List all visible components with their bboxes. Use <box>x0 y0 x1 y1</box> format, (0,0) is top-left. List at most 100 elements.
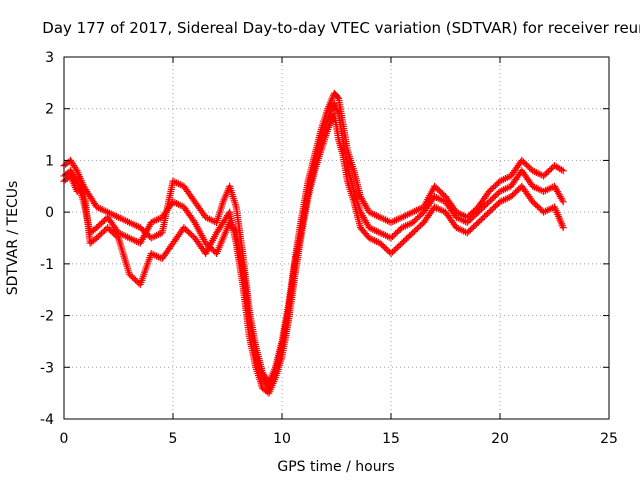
data-point-marker <box>203 241 211 249</box>
data-point-marker <box>395 242 403 250</box>
data-point-marker <box>376 239 384 247</box>
data-point-marker <box>392 230 400 238</box>
data-point-marker <box>94 233 102 241</box>
data-point-marker <box>559 224 567 232</box>
data-point-marker <box>209 247 217 255</box>
data-point-marker <box>415 223 423 231</box>
data-point-marker <box>541 170 549 178</box>
data-point-marker <box>333 106 341 114</box>
data-point-marker <box>474 208 482 216</box>
data-point-marker <box>477 216 485 224</box>
data-point-marker <box>332 103 340 111</box>
data-point-marker <box>393 228 401 236</box>
data-point-marker <box>485 187 493 195</box>
data-point-marker <box>493 201 501 209</box>
data-point-marker <box>507 193 515 201</box>
data-point-marker <box>434 185 442 193</box>
data-point-marker <box>487 207 495 215</box>
data-point-marker <box>490 193 498 201</box>
data-point-marker <box>387 234 395 242</box>
x-tick-label: 0 <box>60 431 69 447</box>
data-point-marker <box>413 214 421 222</box>
data-point-marker <box>390 247 398 255</box>
data-point-marker <box>330 100 338 108</box>
data-point-marker <box>97 219 105 227</box>
data-point-marker <box>384 247 392 255</box>
data-point-marker <box>181 225 189 233</box>
data-point-marker <box>435 187 443 195</box>
data-point-marker <box>513 187 521 195</box>
y-axis-label: SDTVAR / TECUs <box>5 181 21 296</box>
data-point-marker <box>437 188 445 196</box>
data-point-marker <box>490 183 498 191</box>
data-point-marker <box>466 216 474 224</box>
data-point-marker <box>97 230 105 238</box>
data-point-marker <box>127 272 135 280</box>
data-point-marker <box>533 202 541 210</box>
data-point-marker <box>470 213 478 221</box>
data-point-marker <box>530 199 538 207</box>
data-point-marker <box>93 224 101 232</box>
data-point-marker <box>208 245 216 253</box>
data-point-marker <box>387 250 395 258</box>
data-point-marker <box>333 105 340 113</box>
data-point-marker <box>130 275 138 283</box>
data-point-marker <box>403 235 411 243</box>
data-point-marker <box>491 182 499 190</box>
data-point-marker <box>396 241 404 249</box>
data-point-marker <box>96 221 104 229</box>
data-point-marker <box>381 244 389 252</box>
data-point-marker <box>379 242 387 250</box>
data-point-marker <box>466 226 474 234</box>
data-point-marker <box>417 211 425 219</box>
data-point-marker <box>186 230 194 238</box>
data-point-marker <box>390 231 398 239</box>
y-tick-label: -3 <box>40 360 54 376</box>
data-point-marker <box>526 164 534 172</box>
data-point-marker <box>432 184 440 192</box>
data-point-marker <box>484 210 492 218</box>
data-point-marker <box>399 238 407 246</box>
data-point-marker <box>105 225 113 233</box>
data-point-marker <box>485 208 493 216</box>
data-point-marker <box>108 228 116 236</box>
data-point-marker <box>544 168 552 176</box>
data-point-marker <box>404 233 412 241</box>
y-tick-label: -1 <box>40 257 54 273</box>
data-point-marker <box>482 201 490 209</box>
data-point-marker <box>389 248 397 256</box>
data-point-marker <box>468 224 476 232</box>
data-point-marker <box>99 218 107 226</box>
data-point-marker <box>479 214 487 222</box>
data-point-marker <box>104 224 112 232</box>
data-point-marker <box>398 239 406 247</box>
data-point-marker <box>559 198 567 206</box>
data-point-marker <box>547 165 555 173</box>
data-point-marker <box>471 211 479 219</box>
data-point-marker <box>401 236 409 244</box>
data-point-marker <box>465 227 473 235</box>
x-axis-label: GPS time / hours <box>277 459 394 475</box>
data-point-marker <box>536 205 544 213</box>
y-tick-label: 0 <box>45 205 54 221</box>
data-point-marker <box>100 227 108 235</box>
data-point-marker <box>231 227 239 235</box>
ticks-layer: 0 5 10 15 20 25 -4 -3 -2 -1 0 1 2 3 <box>40 50 618 447</box>
data-point-marker <box>99 228 107 236</box>
data-point-marker <box>407 230 415 238</box>
data-point-marker <box>202 239 210 247</box>
y-tick-label: 2 <box>45 102 54 118</box>
data-point-marker <box>410 217 418 225</box>
data-point-marker <box>477 205 485 213</box>
data-point-marker <box>519 158 527 166</box>
data-point-marker <box>493 180 501 188</box>
data-point-marker <box>94 222 102 230</box>
data-point-marker <box>136 224 144 232</box>
data-point-marker <box>133 278 141 286</box>
data-point-marker <box>417 221 425 229</box>
data-point-marker <box>471 221 479 229</box>
data-point-marker <box>487 196 495 204</box>
y-tick-label: 1 <box>45 153 54 169</box>
data-point-marker <box>463 229 471 237</box>
x-tick-label: 5 <box>169 431 178 447</box>
